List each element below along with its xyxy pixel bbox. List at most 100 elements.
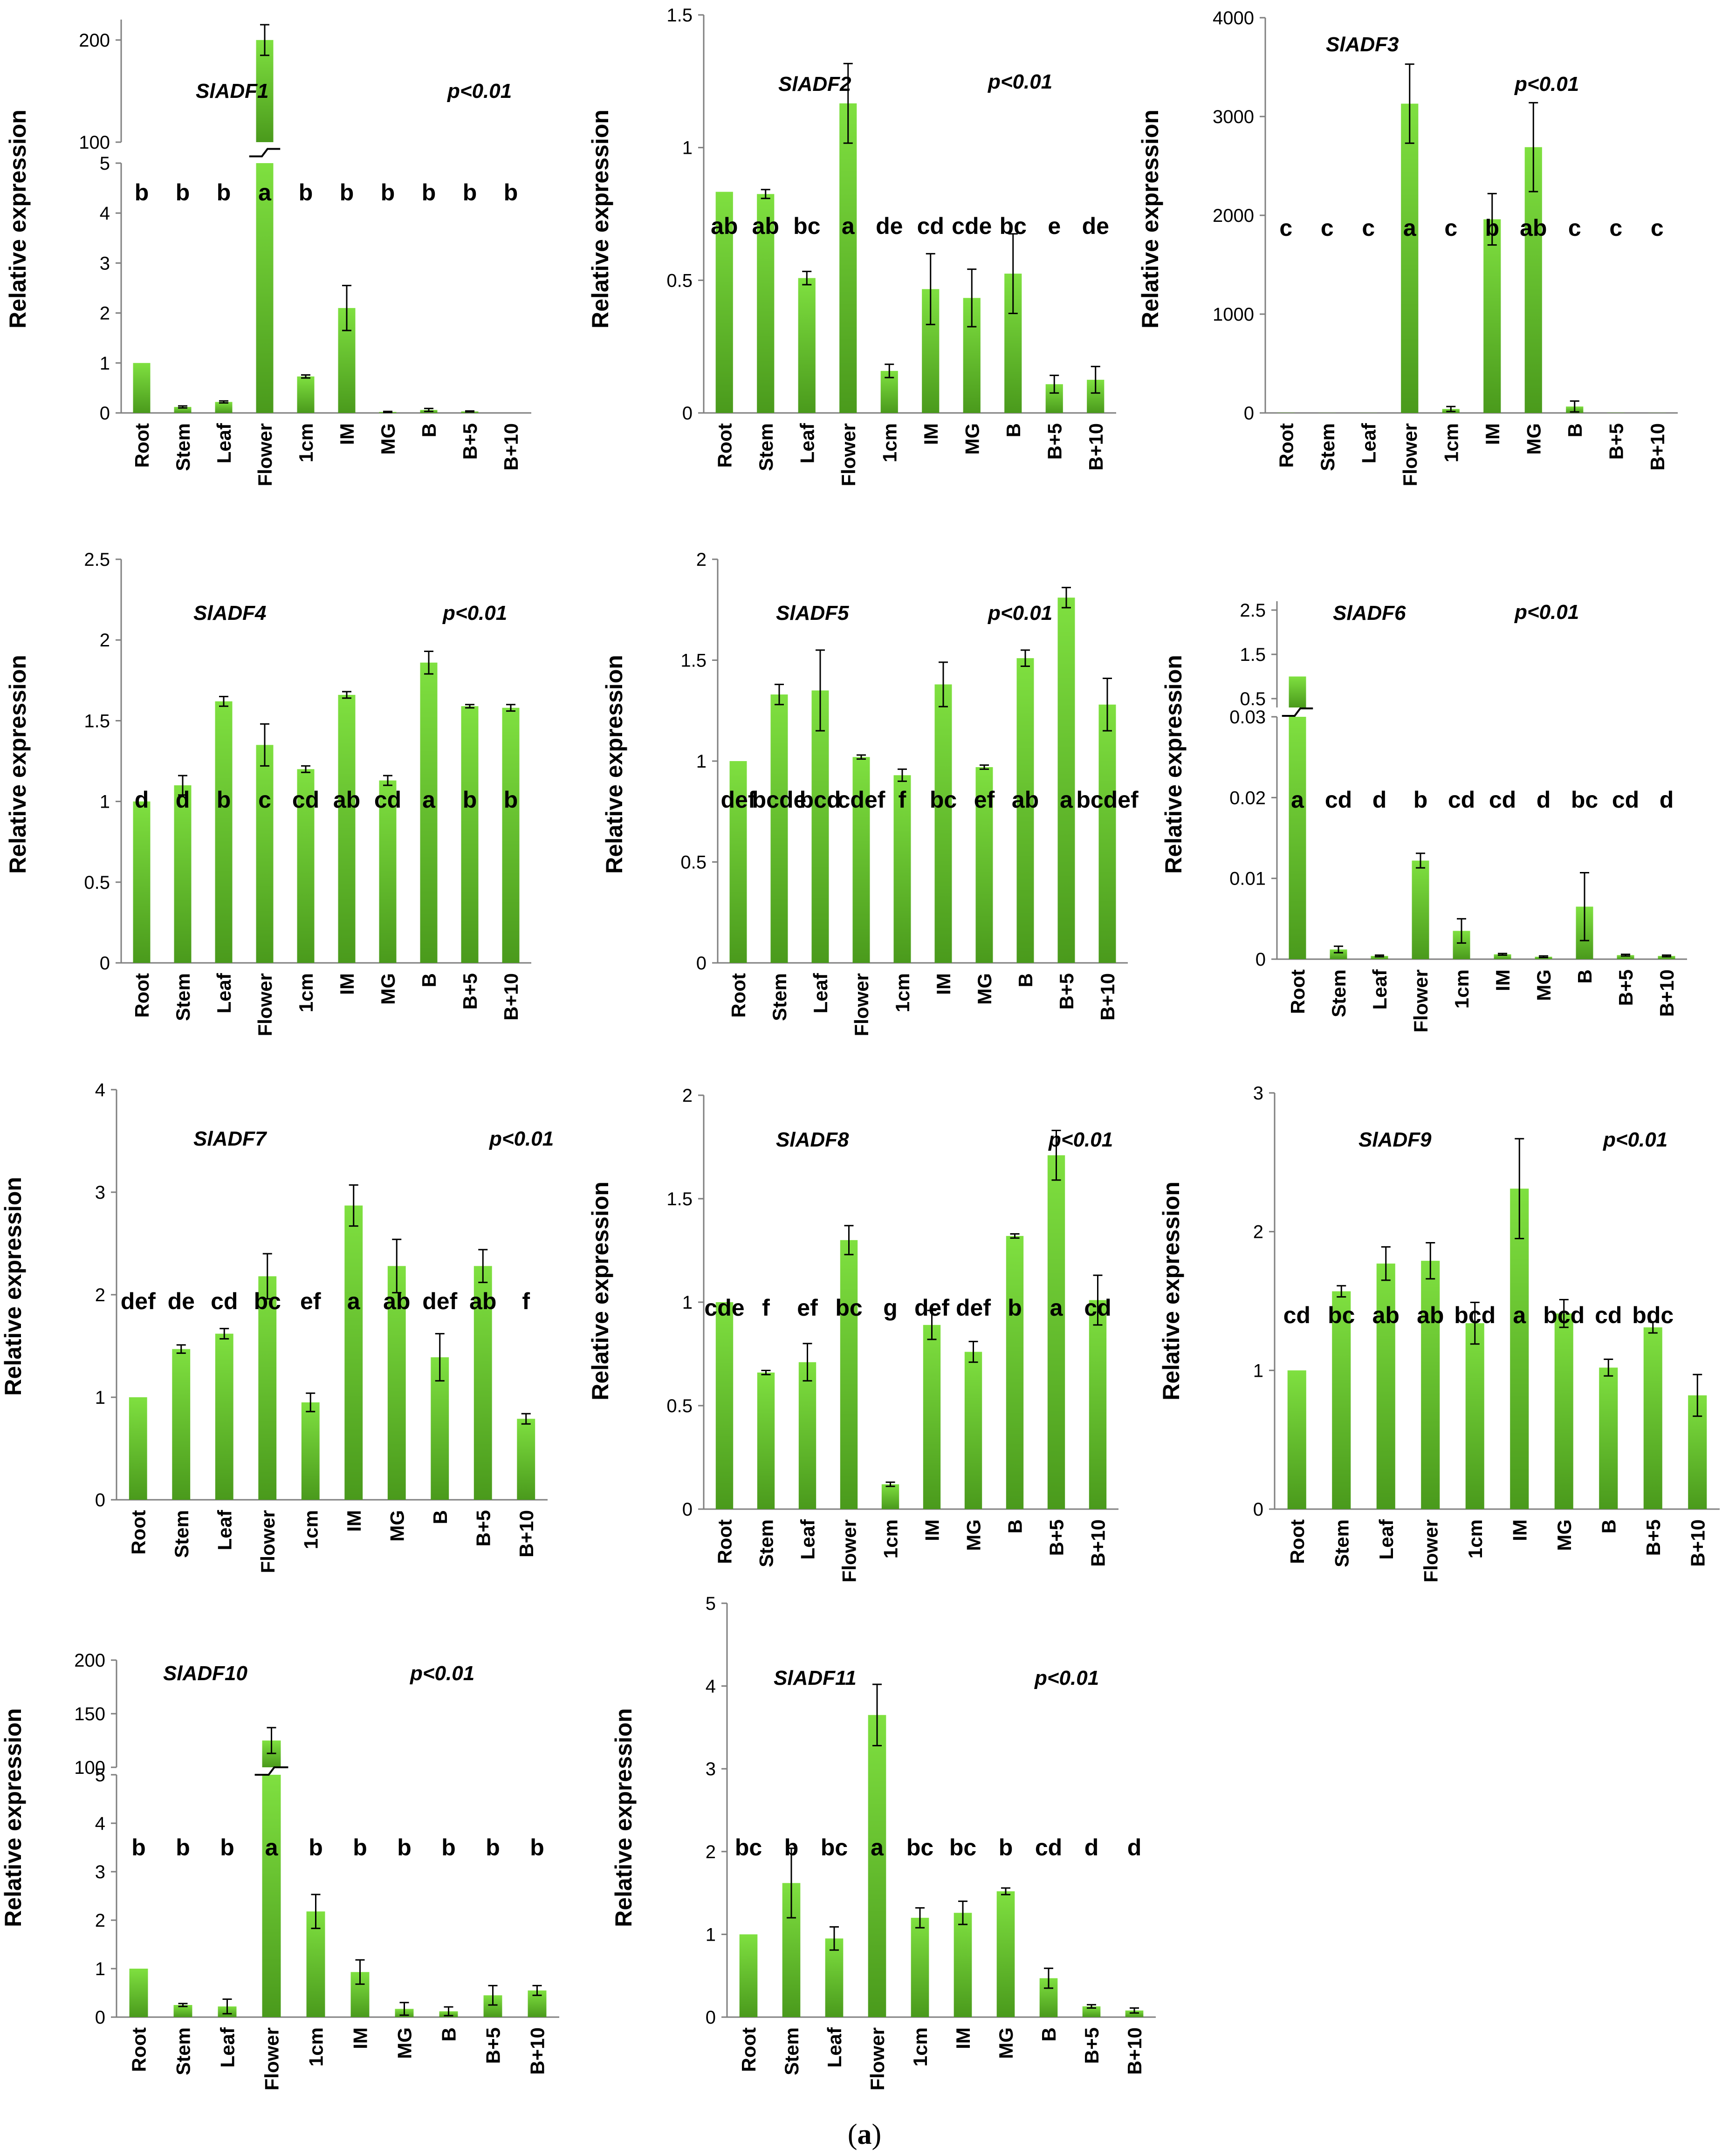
x-tick-label: Flower bbox=[1399, 423, 1421, 486]
bar bbox=[757, 194, 775, 413]
bar bbox=[1465, 1323, 1484, 1509]
significance-letter: b bbox=[135, 179, 149, 206]
x-tick-label: IM bbox=[933, 973, 954, 995]
bar bbox=[1510, 1188, 1529, 1509]
chart-title: SlADF4 bbox=[193, 602, 266, 625]
bar bbox=[1617, 955, 1634, 959]
x-tick-label: Root bbox=[727, 973, 749, 1018]
x-tick-label: 1cm bbox=[892, 973, 913, 1012]
bar bbox=[1098, 704, 1116, 963]
x-tick-label: 1cm bbox=[1464, 1519, 1486, 1559]
significance-letter: a bbox=[1513, 1302, 1526, 1328]
significance-letter: de bbox=[876, 213, 903, 239]
x-tick-label: Root bbox=[714, 423, 735, 468]
significance-letter: de bbox=[1082, 213, 1109, 239]
bar bbox=[301, 1402, 320, 1500]
bar bbox=[911, 1917, 929, 2017]
significance-letter: b bbox=[353, 1834, 367, 1861]
y-tick-label: 0 bbox=[1244, 403, 1254, 424]
bar-upper bbox=[1289, 676, 1306, 707]
chart-title: SlADF9 bbox=[1358, 1128, 1432, 1151]
y-tick-label-upper: 150 bbox=[74, 1704, 105, 1724]
significance-letter: b bbox=[131, 1834, 146, 1861]
significance-label: p<0.01 bbox=[1514, 601, 1579, 624]
x-tick-label: Root bbox=[1275, 423, 1297, 468]
x-tick-label: Stem bbox=[1328, 969, 1350, 1017]
bar bbox=[172, 1349, 191, 1500]
significance-letter: ab bbox=[333, 787, 360, 813]
x-tick-label: Stem bbox=[1331, 1519, 1352, 1567]
bar bbox=[297, 769, 315, 963]
x-tick-label: Root bbox=[131, 973, 153, 1018]
axis-break-mark bbox=[1282, 707, 1313, 717]
bar bbox=[825, 1938, 844, 2017]
chart-SlADF4: 0 0.5 1 1.5 2 2.5 Relative expression d Root d Ste… bbox=[5, 549, 531, 1036]
bar bbox=[881, 1484, 899, 1509]
significance-letter: d bbox=[135, 787, 149, 813]
significance-letter: bc bbox=[835, 1295, 862, 1321]
bar bbox=[1287, 1370, 1306, 1509]
bar bbox=[1125, 2010, 1144, 2017]
bar bbox=[338, 694, 356, 963]
significance-letter: bc bbox=[1571, 787, 1598, 813]
significance-label: p<0.01 bbox=[489, 1127, 554, 1150]
y-tick-label: 3000 bbox=[1213, 107, 1254, 127]
y-tick-label: 1 bbox=[100, 792, 110, 812]
x-tick-label: Flower bbox=[254, 423, 276, 486]
significance-label: p<0.01 bbox=[447, 80, 512, 103]
significance-letter: cd bbox=[374, 787, 401, 813]
x-tick-label: MG bbox=[1553, 1519, 1575, 1551]
bar bbox=[1401, 103, 1419, 413]
y-tick-label: 0 bbox=[100, 953, 110, 974]
significance-letter: g bbox=[883, 1295, 898, 1321]
x-tick-label: 1cm bbox=[909, 2027, 931, 2067]
x-tick-label: IM bbox=[920, 423, 942, 445]
significance-letter: bc bbox=[793, 213, 820, 239]
bar bbox=[975, 767, 993, 963]
significance-letter: ab bbox=[383, 1288, 410, 1314]
bar bbox=[174, 785, 192, 963]
y-tick-label: 5 bbox=[95, 1765, 105, 1785]
x-tick-label: B bbox=[1598, 1519, 1619, 1533]
significance-letter: c bbox=[1444, 215, 1457, 241]
significance-letter: d bbox=[1372, 787, 1387, 813]
significance-letter: f bbox=[762, 1295, 770, 1321]
bar bbox=[129, 1969, 148, 2017]
x-tick-label: B+10 bbox=[500, 423, 522, 471]
x-tick-label: B bbox=[1002, 423, 1024, 437]
significance-letter: c bbox=[1321, 215, 1334, 241]
x-tick-label: Stem bbox=[172, 423, 194, 471]
significance-letter: ab bbox=[1012, 787, 1039, 813]
chart-SlADF2: 0 0.5 1 1.5 Relative expression ab Root ab Stem b… bbox=[587, 5, 1116, 486]
x-tick-label: B+10 bbox=[527, 2027, 549, 2075]
significance-letter: cde bbox=[704, 1295, 744, 1321]
y-tick-label: 3 bbox=[1253, 1083, 1263, 1104]
y-tick-label: 2 bbox=[100, 303, 110, 324]
y-tick-label: 1.5 bbox=[680, 651, 707, 671]
y-axis-label: Relative expression bbox=[587, 110, 613, 329]
bar bbox=[811, 690, 829, 963]
y-tick-label: 0 bbox=[95, 2007, 105, 2028]
bar bbox=[757, 1372, 775, 1509]
x-tick-label: B bbox=[1564, 423, 1586, 437]
x-tick-label: Leaf bbox=[213, 423, 235, 463]
bar bbox=[1332, 1291, 1351, 1509]
x-tick-label: IM bbox=[336, 973, 358, 995]
significance-letter: bc bbox=[949, 1834, 976, 1861]
y-tick-label: 0.5 bbox=[680, 852, 707, 873]
x-tick-label: B+5 bbox=[482, 2027, 504, 2064]
significance-letter: cd bbox=[292, 787, 319, 813]
significance-letter: bcd bbox=[1454, 1302, 1496, 1328]
significance-letter: ab bbox=[711, 213, 738, 239]
significance-letter: bcde bbox=[752, 787, 807, 813]
x-tick-label: MG bbox=[995, 2027, 1017, 2059]
significance-letter: cd bbox=[211, 1288, 238, 1314]
x-tick-label: B+5 bbox=[1056, 973, 1077, 1009]
y-tick-label: 1 bbox=[682, 1292, 693, 1313]
significance-letter: d bbox=[1084, 1834, 1099, 1861]
significance-letter: c bbox=[1651, 215, 1664, 241]
significance-letter: c bbox=[258, 787, 271, 813]
significance-letter: a bbox=[1291, 787, 1304, 813]
